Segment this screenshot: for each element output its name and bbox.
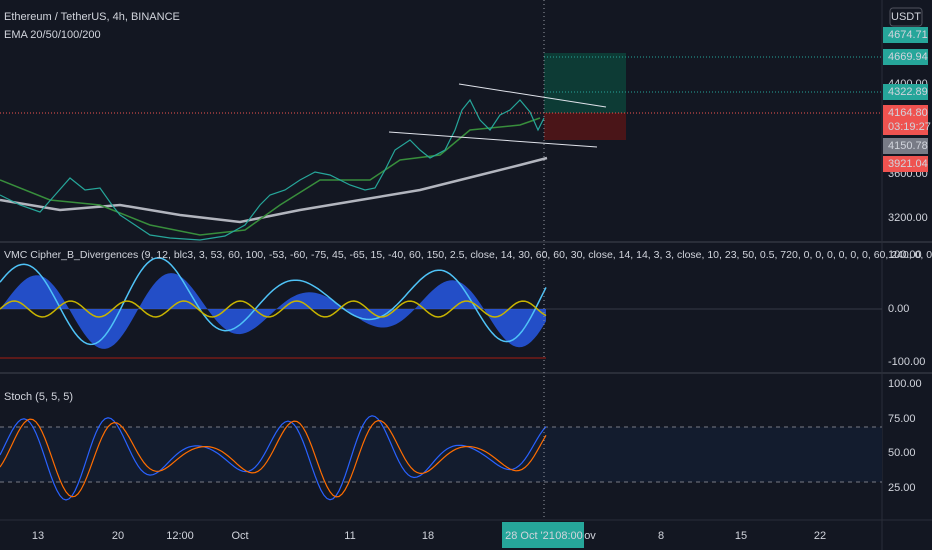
price-label-box bbox=[883, 84, 928, 100]
cursor-date: 28 Oct '21 bbox=[505, 530, 555, 542]
stoch-title: Stoch (5, 5, 5) bbox=[4, 391, 73, 403]
vmc-wave-area bbox=[0, 273, 546, 349]
price-label: 4322.89 bbox=[888, 86, 928, 98]
price-label-box bbox=[883, 138, 928, 154]
vmc-money-flow bbox=[0, 300, 547, 318]
channel-line bbox=[458, 83, 607, 108]
price-label-box bbox=[883, 49, 928, 65]
time-label: Oct bbox=[231, 530, 248, 542]
price-label-box bbox=[883, 119, 928, 135]
time-label: 13 bbox=[32, 530, 44, 542]
cursor-time: 08:00 bbox=[555, 530, 583, 542]
price-label: 4669.94 bbox=[888, 51, 928, 63]
price-label-box bbox=[883, 27, 928, 43]
price-label-box bbox=[883, 105, 928, 121]
stoch-tick: 50.00 bbox=[888, 447, 916, 459]
price-tick: 3200.00 bbox=[888, 212, 928, 224]
time-label: 11 bbox=[344, 530, 355, 542]
channel-line bbox=[388, 131, 598, 148]
stoch-d bbox=[0, 418, 547, 498]
stoch-tick: 75.00 bbox=[888, 413, 916, 425]
currency-button[interactable] bbox=[889, 7, 923, 27]
price-label: 4150.78 bbox=[888, 140, 928, 152]
time-label: ov bbox=[584, 530, 596, 542]
vmc-tick: 100.00 bbox=[888, 249, 922, 261]
ema-50 bbox=[0, 117, 541, 236]
long-stop-zone bbox=[544, 113, 626, 140]
ema-200 bbox=[0, 156, 548, 224]
time-label: 22 bbox=[814, 530, 826, 542]
time-label: 12:00 bbox=[166, 530, 194, 542]
price-label: 03:19:27 bbox=[888, 121, 931, 133]
vmc-tick: -100.00 bbox=[888, 356, 925, 368]
symbol-title: Ethereum / TetherUS, 4h, BINANCE bbox=[4, 11, 180, 23]
price-label: 3921.04 bbox=[888, 158, 928, 170]
vmc-wave-line bbox=[0, 257, 547, 346]
currency[interactable]: USDT bbox=[891, 11, 921, 23]
price-label-box bbox=[883, 156, 928, 172]
stoch-tick: 100.00 bbox=[888, 378, 922, 390]
price-label: 4164.80 bbox=[888, 107, 928, 119]
price-line bbox=[0, 98, 545, 241]
stoch-k bbox=[0, 415, 547, 501]
time-label: 15 bbox=[735, 530, 747, 542]
price-label: 4674.71 bbox=[888, 29, 928, 41]
time-label: 20 bbox=[112, 530, 124, 542]
stoch-tick: 25.00 bbox=[888, 482, 916, 494]
time-label: 8 bbox=[658, 530, 664, 542]
long-target-zone bbox=[544, 53, 626, 113]
cursor-time-box bbox=[502, 522, 584, 548]
time-label: 18 bbox=[422, 530, 434, 542]
vmc-title: VMC Cipher_B_Divergences (9, 12, blc3, 3… bbox=[4, 249, 932, 261]
indicator-title: EMA 20/50/100/200 bbox=[4, 29, 101, 41]
vmc-tick: 0.00 bbox=[888, 303, 909, 315]
